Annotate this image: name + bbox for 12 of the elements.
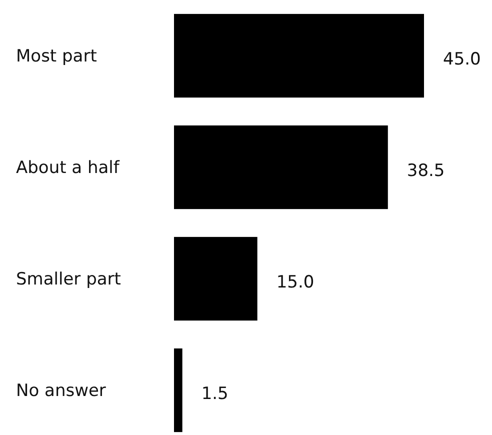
data-label: 38.5 — [406, 161, 445, 182]
y-tick-label: Most part — [16, 46, 98, 67]
y-tick-label: Smaller part — [16, 270, 122, 290]
data-label: 1.5 — [201, 384, 228, 404]
bar — [174, 348, 182, 432]
data-label: 45.0 — [443, 50, 481, 70]
data-label: 15.0 — [276, 272, 314, 293]
y-tick-label: No answer — [16, 381, 106, 402]
y-tick-label: About a half — [16, 158, 120, 178]
bar — [174, 125, 388, 210]
bar — [174, 236, 258, 321]
bar — [174, 14, 424, 98]
